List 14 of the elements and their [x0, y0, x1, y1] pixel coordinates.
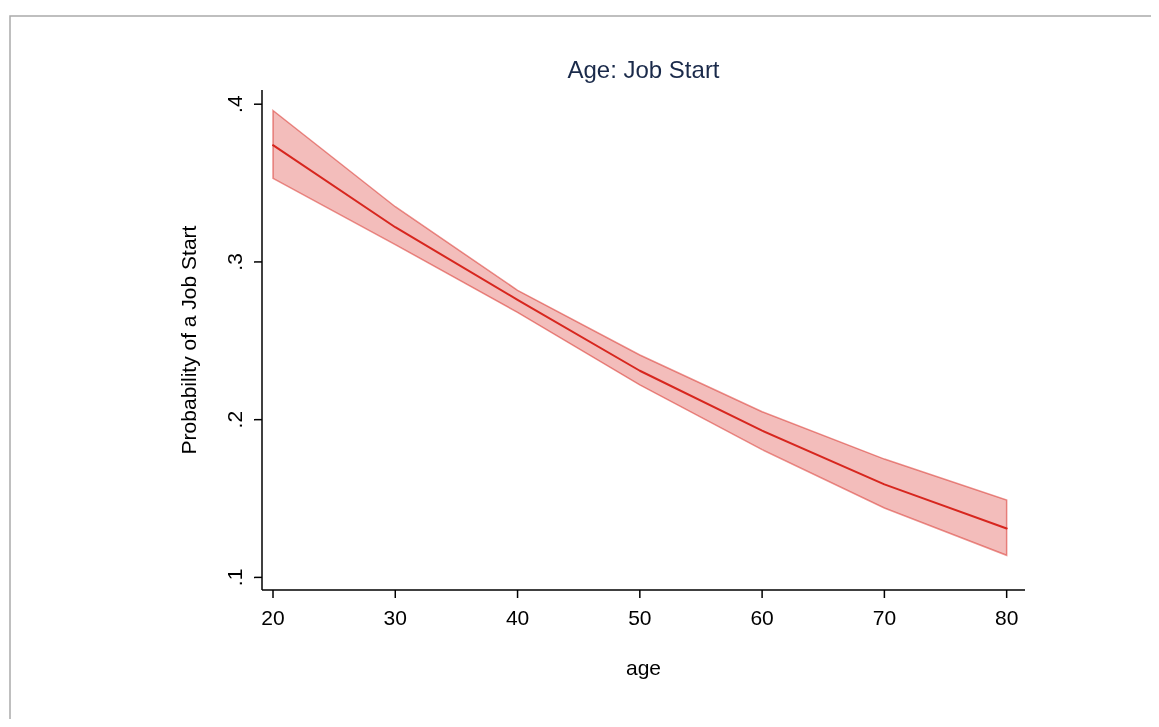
y-axis-title: Probability of a Job Start	[177, 225, 200, 455]
y-tick-label: .1	[223, 568, 246, 587]
x-tick-label: 40	[505, 606, 530, 629]
x-tick-label: 30	[383, 606, 407, 629]
x-axis-title: age	[625, 656, 662, 679]
y-tick-label: .2	[223, 410, 246, 429]
x-tick-label: 60	[750, 606, 774, 629]
x-tick-label: 70	[872, 606, 897, 629]
x-tick-label: 50	[628, 606, 652, 629]
x-tick-label: 80	[994, 606, 1019, 629]
y-tick-label: .3	[223, 253, 246, 271]
y-tick-label: .4	[223, 95, 246, 113]
x-tick-label: 20	[261, 606, 285, 629]
chart-title: Age: Job Start	[567, 56, 720, 83]
